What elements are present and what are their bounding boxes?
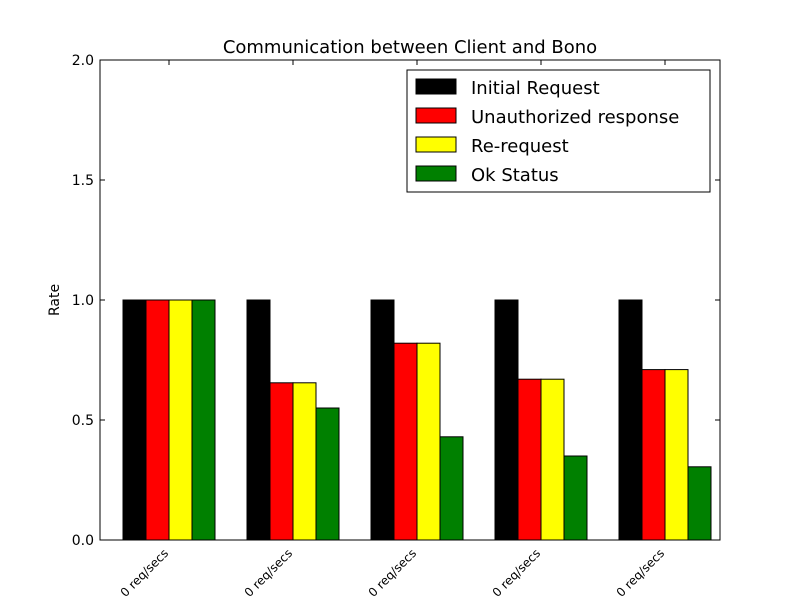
legend: Initial Request Unauthorized response Re-r… <box>407 70 710 192</box>
legend-swatch-4 <box>416 166 456 181</box>
legend-label-2: Unauthorized response <box>471 107 679 128</box>
legend-label-3: Re-request <box>471 136 569 157</box>
bar-4-5 <box>688 467 711 540</box>
y-axis-label: Rate <box>47 284 63 316</box>
bar-2-2 <box>270 383 293 540</box>
legend-swatch-1 <box>416 79 456 94</box>
bar-3-4 <box>541 379 564 540</box>
y-tick-label-1: 0.5 <box>72 413 94 429</box>
bar-2-5 <box>642 370 665 540</box>
legend-label-1: Initial Request <box>471 78 600 99</box>
bar-1-3 <box>371 300 394 540</box>
bar-4-1 <box>192 300 215 540</box>
legend-swatch-2 <box>416 108 456 123</box>
bar-1-5 <box>619 300 642 540</box>
chart-title: Communication between Client and Bono <box>223 37 597 58</box>
bar-4-4 <box>564 456 587 540</box>
bar-1-2 <box>247 300 270 540</box>
bar-2-4 <box>518 379 541 540</box>
y-tick-label-4: 2.0 <box>72 53 94 69</box>
bar-4-3 <box>440 437 463 540</box>
bar-3-2 <box>293 383 316 540</box>
legend-swatch-3 <box>416 137 456 152</box>
y-tick-label-0: 0.0 <box>72 533 94 549</box>
y-tick-label-3: 1.5 <box>72 173 94 189</box>
legend-label-4: Ok Status <box>471 165 559 186</box>
bar-1-4 <box>495 300 518 540</box>
bar-3-1 <box>169 300 192 540</box>
bar-3-3 <box>417 343 440 540</box>
bar-2-3 <box>394 343 417 540</box>
bar-3-5 <box>665 370 688 540</box>
y-tick-label-2: 1.0 <box>72 293 94 309</box>
bar-2-1 <box>146 300 169 540</box>
bar-4-2 <box>316 408 339 540</box>
bar-1-1 <box>123 300 146 540</box>
